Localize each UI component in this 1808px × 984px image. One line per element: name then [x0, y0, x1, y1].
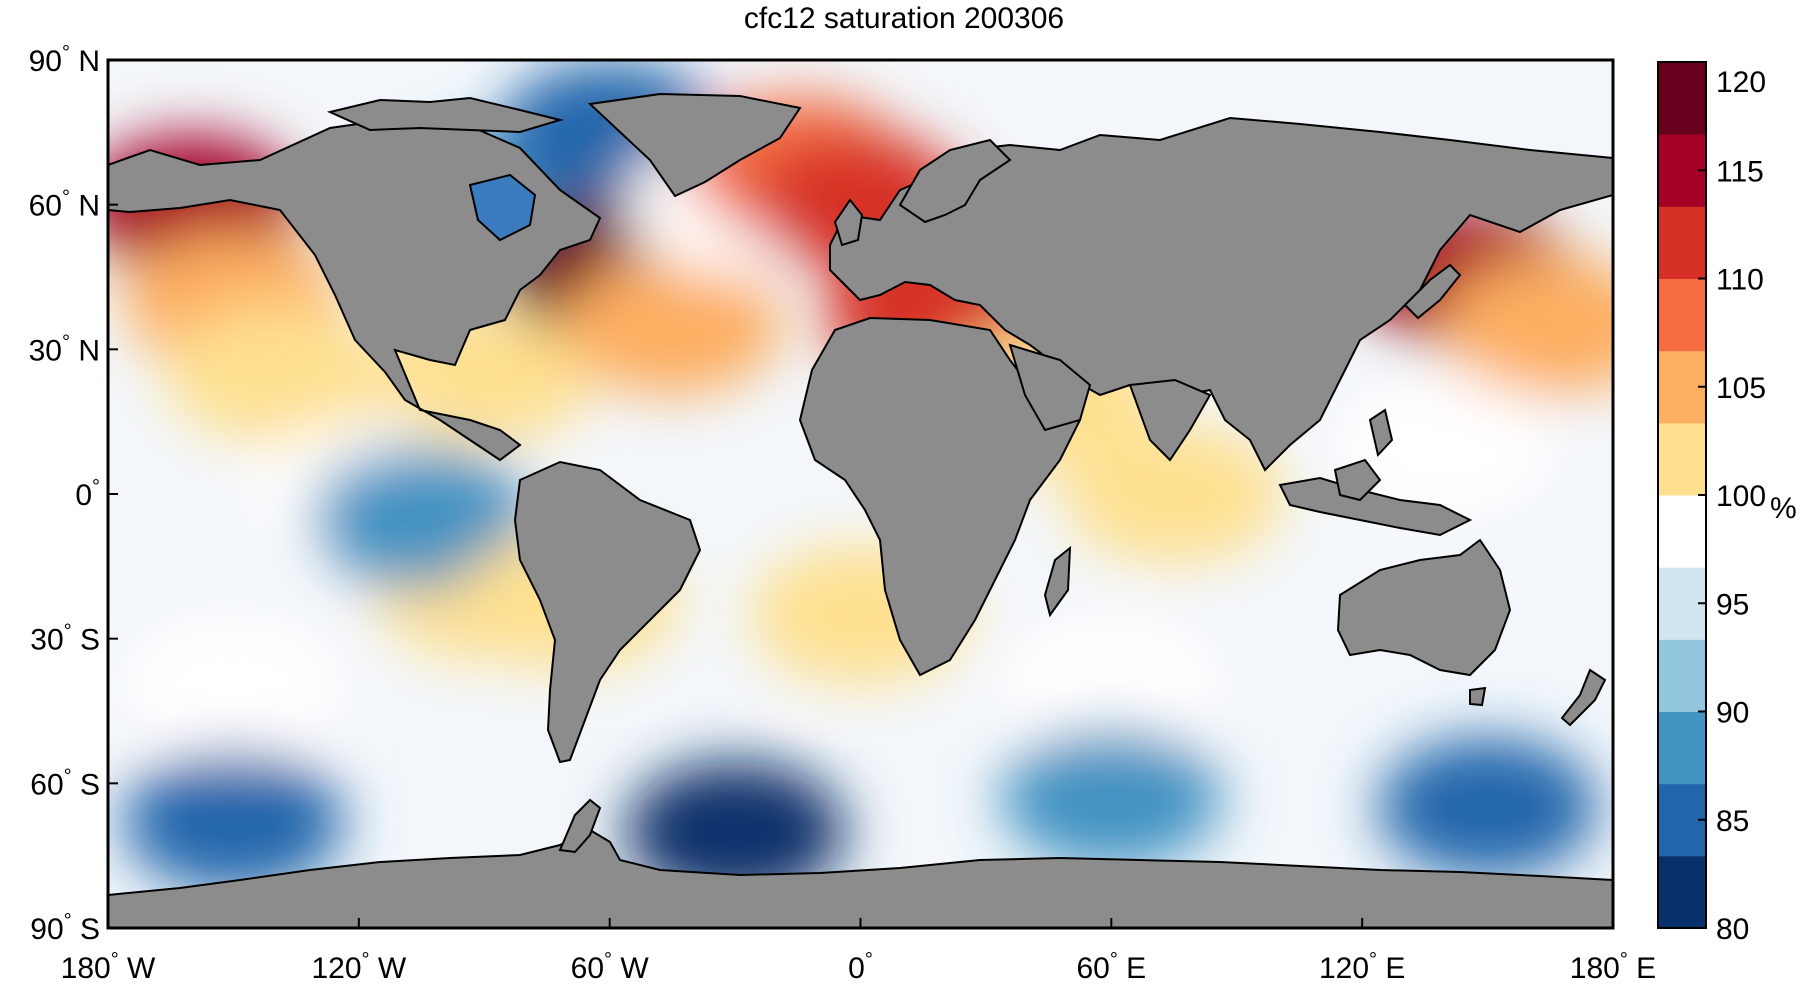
field-region-17	[1335, 375, 1556, 516]
lat-tick-label-4: 30° S	[30, 621, 100, 657]
latitude-axis: 90° N 60° N 30° N 0° 30° S 60° S 90° S	[29, 42, 118, 946]
field-region-16	[1440, 255, 1613, 396]
field-region-26	[1001, 727, 1222, 868]
lat-tick-label-6: 90° S	[30, 910, 100, 946]
lon-tick-label-6: 180° E	[1570, 949, 1656, 984]
greenland	[587, 92, 802, 198]
borneo	[1333, 458, 1382, 502]
madagascar	[1043, 545, 1072, 618]
lat-tick-label-1: 60° N	[29, 187, 100, 223]
land-masses	[108, 92, 1613, 928]
colorbar-tick-label-1: 85	[1716, 805, 1749, 838]
field-region-25	[625, 761, 846, 902]
lon-tick-label-4: 60° E	[1076, 949, 1146, 984]
field-region-8	[562, 255, 783, 396]
colorbar-band-2	[1658, 711, 1706, 785]
longitude-axis: 180° W 120° W 60° W 0° 60° E 120° E 180° E	[61, 918, 1656, 984]
japan	[1403, 263, 1462, 320]
colorbar-unit: %	[1770, 492, 1797, 525]
tasmania	[1469, 686, 1487, 707]
australia	[1336, 538, 1512, 677]
field-region-24	[123, 751, 344, 892]
map-title: cfc12 saturation 200306	[743, 2, 1065, 35]
lon-tick-label-2: 60° W	[571, 949, 650, 984]
antarctica	[108, 828, 1613, 928]
philippines	[1368, 408, 1394, 458]
colorbar-band-3	[1658, 639, 1706, 712]
map-plot-area	[108, 60, 1613, 928]
lat-tick-label-5: 60° S	[30, 765, 100, 801]
scandinavia	[898, 138, 1012, 224]
lat-tick-label-3: 0°	[75, 476, 100, 512]
field-region-19	[311, 448, 532, 589]
field-region-14	[1064, 424, 1285, 564]
colorbar-band-6	[1658, 422, 1706, 496]
field-region-23	[123, 616, 344, 757]
arctic-islands	[326, 96, 564, 134]
arabian-peninsula	[1008, 343, 1092, 432]
hudson-bay	[468, 173, 537, 242]
lon-tick-label-5: 120° E	[1319, 949, 1405, 984]
colorbar-tick-label-5: 105	[1716, 372, 1766, 405]
lon-tick-label-3: 0°	[848, 949, 873, 984]
colorbar-band-8	[1658, 278, 1706, 352]
lon-tick-label-1: 120° W	[311, 949, 406, 984]
colorbar-band-9	[1658, 206, 1706, 279]
colorbar-tick-label-6: 110	[1716, 264, 1764, 297]
colorbar-tick-label-7: 115	[1716, 155, 1764, 188]
eurasia	[829, 116, 1613, 472]
south-america	[513, 460, 702, 764]
colorbar-tick-label-4: 100	[1716, 480, 1766, 513]
colorbar-tick-label-2: 90	[1716, 697, 1749, 730]
lat-tick-label-2: 30° N	[29, 331, 100, 367]
field-region-27	[1377, 737, 1598, 878]
antarctic-peninsula	[558, 798, 602, 854]
indian-subcontinent	[1128, 378, 1212, 462]
colorbar-tick-label-3: 95	[1716, 588, 1749, 621]
colorbar: 80 85 90 95 100 105 110 115 120 %	[1657, 61, 1797, 946]
africa	[798, 316, 1082, 677]
colorbar-ticks: 80 85 90 95 100 105 110 115 120	[1698, 61, 1766, 946]
lon-tick-label-0: 180° W	[61, 949, 156, 984]
new-zealand	[1560, 668, 1607, 727]
field-region-22	[1001, 616, 1222, 757]
saturation-field	[108, 62, 1613, 902]
colorbar-band-5	[1658, 495, 1706, 568]
colorbar-band-11	[1658, 62, 1706, 135]
colorbar-band-0	[1658, 855, 1706, 929]
lat-tick-label-0: 90° N	[29, 42, 100, 78]
field-region-2	[165, 303, 386, 444]
colorbar-tick-label-8: 120	[1716, 66, 1766, 99]
british-isles	[833, 198, 864, 247]
colorbar-tick-label-0: 80	[1716, 913, 1749, 946]
